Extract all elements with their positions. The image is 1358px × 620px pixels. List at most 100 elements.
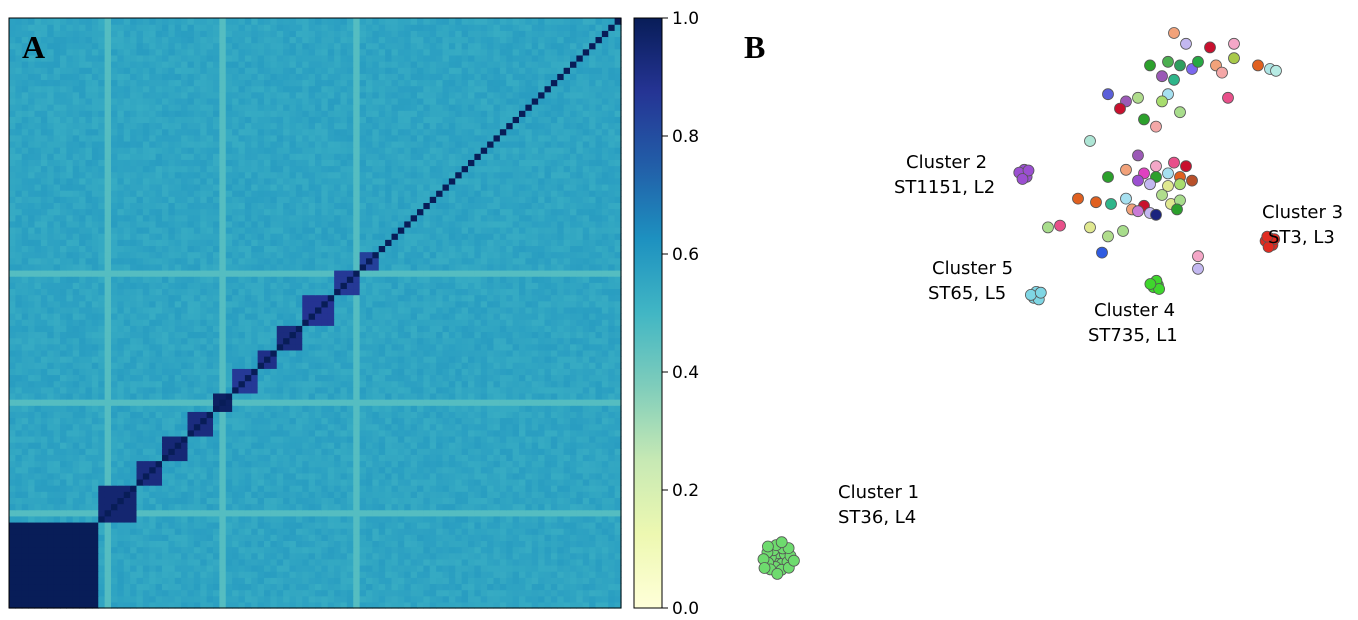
heatmap-cell (136, 331, 144, 339)
heatmap-cell (225, 454, 233, 462)
heatmap-cell (219, 288, 227, 296)
heatmap-cell (448, 405, 456, 412)
heatmap-cell (442, 497, 450, 505)
heatmap-cell (423, 368, 431, 376)
heatmap-cell (327, 294, 335, 302)
heatmap-cell (53, 362, 61, 369)
heatmap-cell (60, 497, 67, 505)
heatmap-cell (270, 423, 278, 431)
heatmap-cell (289, 288, 297, 296)
heatmap-cell (289, 429, 297, 437)
heatmap-cell (219, 392, 227, 400)
heatmap-cell (225, 521, 233, 529)
heatmap-cell (193, 374, 201, 382)
heatmap-cell (219, 491, 227, 498)
heatmap-cell (601, 497, 609, 505)
heatmap-cell (410, 515, 418, 523)
heatmap-cell (385, 417, 393, 425)
heatmap-cell (480, 380, 488, 388)
heatmap-cell (104, 319, 112, 326)
heatmap-cell (385, 349, 393, 357)
heatmap-cell (366, 472, 373, 480)
heatmap-cell (595, 300, 603, 308)
heatmap-cell (436, 478, 444, 486)
heatmap-cell (232, 454, 240, 462)
heatmap-cell (149, 392, 157, 400)
heatmap-cell (155, 392, 163, 400)
heatmap-cell (270, 454, 278, 462)
heatmap-cell (34, 411, 42, 419)
heatmap-cell (136, 294, 144, 302)
heatmap-cell (283, 491, 291, 498)
heatmap-cell (385, 337, 393, 345)
heatmap-cell (378, 448, 386, 455)
heatmap-cell (576, 368, 584, 376)
heatmap-cell (168, 497, 176, 505)
heatmap-cell (480, 521, 488, 529)
heatmap-cell (538, 491, 546, 498)
heatmap-cell (187, 583, 195, 591)
heatmap-cell (130, 472, 138, 480)
heatmap-cell (595, 491, 603, 498)
heatmap-cell (219, 521, 227, 529)
heatmap-cell (79, 423, 87, 431)
heatmap-cell (493, 435, 501, 443)
heatmap-cell (213, 448, 220, 455)
heatmap-cell (111, 564, 118, 572)
heatmap-cell (187, 534, 195, 541)
heatmap-cell (608, 362, 616, 369)
heatmap-cell (582, 362, 590, 369)
heatmap-cell (538, 380, 546, 388)
heatmap-cell (238, 491, 246, 498)
heatmap-cell (563, 528, 571, 535)
heatmap-cell (614, 405, 622, 412)
heatmap-cell (410, 534, 418, 541)
heatmap-cell (276, 595, 284, 603)
heatmap-cell (550, 448, 558, 455)
heatmap-cell (174, 343, 182, 351)
heatmap-cell (538, 534, 546, 541)
heatmap-cell (98, 472, 106, 480)
heatmap-cell (601, 540, 609, 548)
heatmap-cell (302, 583, 310, 591)
heatmap-cell (219, 528, 227, 535)
heatmap-cell (276, 399, 284, 406)
heatmap-cell (410, 405, 418, 412)
heatmap-cell (614, 392, 622, 400)
heatmap-cell (531, 546, 539, 554)
heatmap-cell (232, 460, 240, 468)
heatmap-cell (104, 546, 112, 554)
heatmap-cell (340, 294, 348, 302)
heatmap-cell (283, 454, 291, 462)
heatmap-cell (512, 306, 520, 314)
heatmap-cell (582, 294, 590, 302)
heatmap-cell (442, 356, 450, 363)
heatmap-cell (570, 460, 577, 468)
heatmap-cell (461, 331, 469, 339)
heatmap-cell (9, 442, 16, 449)
heatmap-cell (595, 380, 603, 388)
heatmap-cell (219, 552, 227, 560)
heatmap-cell (193, 595, 201, 603)
heatmap-cell (525, 331, 533, 339)
heatmap-cell (378, 392, 386, 400)
heatmap-cell (417, 442, 424, 449)
heatmap-cell (436, 497, 444, 505)
heatmap-cell (321, 386, 329, 394)
heatmap-cell (200, 583, 208, 591)
heatmap-cell (9, 349, 16, 357)
heatmap-cell (608, 356, 616, 363)
heatmap-cell (72, 472, 80, 480)
heatmap-cell (404, 472, 412, 480)
heatmap-cell (480, 349, 488, 357)
heatmap-cell (436, 313, 444, 320)
heatmap-cell (423, 386, 431, 394)
heatmap-cell (582, 319, 590, 326)
heatmap-cell (550, 319, 558, 326)
heatmap-cell (111, 577, 118, 585)
heatmap-cell (385, 491, 393, 498)
heatmap-cell (589, 411, 597, 419)
heatmap-cell (538, 515, 546, 523)
heatmap-cell (142, 405, 150, 412)
heatmap-cell (15, 282, 23, 290)
